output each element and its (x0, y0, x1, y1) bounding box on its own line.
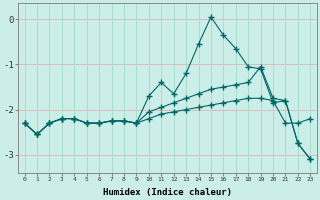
X-axis label: Humidex (Indice chaleur): Humidex (Indice chaleur) (103, 188, 232, 197)
